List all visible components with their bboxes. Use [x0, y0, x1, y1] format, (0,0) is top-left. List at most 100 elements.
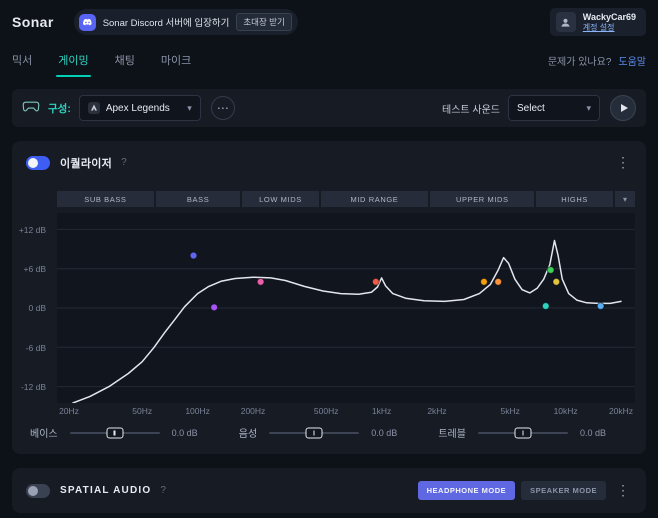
y-tick-label: -6 dB [26, 343, 46, 353]
equalizer-menu-icon[interactable]: ⋮ [614, 154, 632, 171]
tab-chat[interactable]: 채팅 [115, 52, 135, 77]
eq-plot[interactable] [57, 213, 635, 403]
x-tick-label: 10kHz [554, 406, 578, 416]
spatial-menu-icon[interactable]: ⋮ [614, 482, 632, 499]
eq-band-handle[interactable] [547, 267, 554, 274]
eq-response-curve [73, 241, 621, 404]
help-area: 문제가 있나요? 도움말 [548, 53, 646, 77]
y-tick-label: +6 dB [24, 264, 46, 274]
headphone-mode-button[interactable]: HEADPHONE MODE [418, 481, 516, 500]
toggle-knob [28, 486, 38, 496]
eq-band-handle[interactable] [542, 303, 549, 310]
spatial-help-icon[interactable]: ? [160, 485, 166, 496]
nav-tabs: 믹서 게이밍 채팅 마이크 [12, 52, 191, 77]
config-bar: 구성: Apex Legends ▾ ⋯ 테스트 사운드 Select ▾ [12, 89, 646, 127]
band-row-caret-icon[interactable]: ▾ [615, 191, 635, 207]
test-sound-value: Select [517, 103, 580, 114]
eq-band-handle[interactable] [211, 304, 218, 311]
account-settings-link[interactable]: 계정 설정 [583, 23, 636, 33]
band-upper-mids[interactable]: UPPER MIDS [430, 191, 534, 207]
eq-band-handle[interactable] [257, 279, 264, 286]
x-tick-label: 20Hz [59, 406, 79, 416]
treble-slider-value: 0.0 dB [580, 428, 606, 438]
chevron-down-icon: ▾ [187, 103, 192, 114]
eq-band-header-row: SUB BASS BASS LOW MIDS MID RANGE UPPER M… [57, 191, 635, 207]
bass-slider-group: 베이스 0.0 dB [30, 425, 198, 440]
x-tick-label: 200Hz [241, 406, 266, 416]
toggle-knob [28, 158, 38, 168]
equalizer-panel: 이퀄라이저 ? ⋮ SUB BASS BASS LOW MIDS MID RAN… [12, 141, 646, 454]
sonar-app: Sonar Sonar Discord 서버에 입장하기 초대장 받기 Wack… [0, 0, 658, 518]
spatial-audio-title: SPATIAL AUDIO [60, 485, 151, 496]
tab-gaming[interactable]: 게이밍 [58, 52, 88, 77]
y-tick-label: -12 dB [21, 382, 46, 392]
y-tick-label: +12 dB [19, 225, 46, 235]
x-tick-label: 5kHz [501, 406, 520, 416]
gamepad-icon [22, 100, 40, 116]
band-mid-range[interactable]: MID RANGE [321, 191, 429, 207]
game-config-value: Apex Legends [106, 103, 181, 114]
voice-slider-group: 음성 0.0 dB [239, 425, 397, 440]
spatial-audio-toggle[interactable] [26, 484, 50, 498]
eq-band-handle[interactable] [597, 303, 604, 310]
discord-banner-text: Sonar Discord 서버에 입장하기 [103, 15, 230, 29]
tab-mixer[interactable]: 믹서 [12, 52, 32, 77]
speaker-mode-button[interactable]: SPEAKER MODE [521, 481, 606, 500]
play-test-sound-button[interactable] [610, 95, 636, 121]
x-axis: 20Hz 50Hz 100Hz 200Hz 500Hz 1kHz 2kHz 5kHz 10kHz… [57, 403, 635, 419]
game-config-dropdown[interactable]: Apex Legends ▾ [79, 95, 201, 121]
eq-band-handle[interactable] [372, 279, 379, 286]
equalizer-title: 이퀄라이저 [60, 155, 112, 171]
treble-slider[interactable] [478, 432, 568, 434]
x-tick-label: 1kHz [372, 406, 391, 416]
bass-slider-label: 베이스 [30, 425, 58, 440]
user-name: WackyCar69 [583, 12, 636, 23]
y-axis: +12 dB +6 dB 0 dB -6 dB -12 dB [12, 213, 52, 403]
band-highs[interactable]: HIGHS [536, 191, 613, 207]
treble-slider-group: 트레블 0.0 dB [438, 425, 606, 440]
spatial-audio-panel: SPATIAL AUDIO ? HEADPHONE MODE SPEAKER M… [12, 468, 646, 513]
config-more-button[interactable]: ⋯ [211, 96, 235, 120]
chevron-down-icon: ▾ [586, 103, 591, 114]
voice-slider[interactable] [269, 432, 359, 434]
test-sound-dropdown[interactable]: Select ▾ [508, 95, 600, 121]
topbar: Sonar Sonar Discord 서버에 입장하기 초대장 받기 Wack… [0, 0, 658, 38]
eq-band-handle[interactable] [481, 279, 488, 286]
x-tick-label: 20kHz [609, 406, 633, 416]
voice-slider-handle[interactable] [306, 427, 323, 438]
discord-invite-button[interactable]: 초대장 받기 [236, 13, 291, 31]
help-link[interactable]: 도움말 [618, 53, 646, 68]
user-account-chip[interactable]: WackyCar69 계정 설정 [550, 8, 646, 36]
spatial-audio-header: SPATIAL AUDIO ? HEADPHONE MODE SPEAKER M… [12, 468, 646, 513]
x-tick-label: 2kHz [427, 406, 446, 416]
x-tick-label: 50Hz [132, 406, 152, 416]
band-low-mids[interactable]: LOW MIDS [242, 191, 318, 207]
voice-slider-label: 음성 [239, 425, 257, 440]
eq-graph: +12 dB +6 dB 0 dB -6 dB -12 dB [12, 213, 635, 403]
app-logo: Sonar [12, 14, 54, 30]
equalizer-toggle[interactable] [26, 156, 50, 170]
tab-mic[interactable]: 마이크 [161, 52, 191, 77]
config-label: 구성: [48, 101, 71, 116]
help-question-text: 문제가 있나요? [548, 53, 612, 68]
eq-band-handle[interactable] [495, 279, 502, 286]
band-sub-bass[interactable]: SUB BASS [57, 191, 154, 207]
apex-legends-icon [88, 102, 100, 114]
nav-bar: 믹서 게이밍 채팅 마이크 문제가 있나요? 도움말 [0, 38, 658, 77]
discord-icon [79, 14, 96, 31]
test-sound-label: 테스트 사운드 [442, 101, 500, 116]
bass-slider-value: 0.0 dB [172, 428, 198, 438]
play-icon [621, 104, 628, 112]
y-tick-label: 0 dB [29, 303, 47, 313]
band-bass[interactable]: BASS [156, 191, 241, 207]
eq-tone-sliders: 베이스 0.0 dB 음성 0.0 dB 트레블 0.0 dB [30, 425, 606, 454]
bass-slider-handle[interactable] [106, 427, 123, 438]
eq-band-handle[interactable] [190, 253, 197, 260]
x-tick-label: 500Hz [314, 406, 339, 416]
discord-banner[interactable]: Sonar Discord 서버에 입장하기 초대장 받기 [74, 9, 298, 35]
x-tick-label: 100Hz [185, 406, 210, 416]
treble-slider-handle[interactable] [514, 427, 531, 438]
bass-slider[interactable] [70, 432, 160, 434]
equalizer-help-icon[interactable]: ? [121, 157, 127, 168]
eq-band-handle[interactable] [553, 279, 560, 286]
